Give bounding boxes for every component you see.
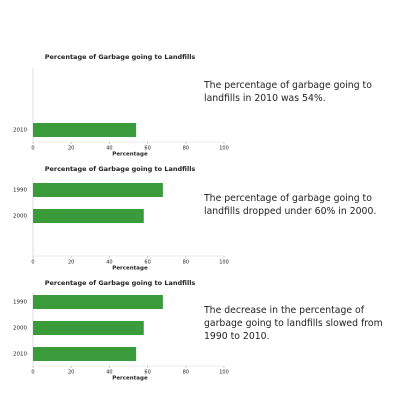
x-tick-label: 40 <box>106 260 112 266</box>
y-tick-label: 2000 <box>13 326 27 332</box>
y-tick-label: 2000 <box>13 214 27 220</box>
bar <box>33 183 163 197</box>
annotation: The decrease in the percentage of garbag… <box>204 305 383 342</box>
bar <box>33 123 137 137</box>
x-tick-label: 0 <box>31 260 34 266</box>
x-tick-label: 60 <box>144 146 150 152</box>
bar <box>33 347 137 361</box>
x-axis-label: Percentage <box>112 376 148 382</box>
x-tick-label: 100 <box>219 260 229 266</box>
bar <box>33 295 163 309</box>
x-tick-label: 20 <box>68 260 74 266</box>
x-tick-label: 80 <box>183 370 189 376</box>
bar <box>33 209 144 223</box>
x-tick-label: 100 <box>219 146 229 152</box>
x-tick-label: 80 <box>183 146 189 152</box>
y-tick-label: 2010 <box>13 128 27 134</box>
x-tick-label: 20 <box>68 146 74 152</box>
x-axis-label: Percentage <box>112 152 148 158</box>
chart-title: Percentage of Garbage going to Landfills <box>45 279 196 287</box>
x-tick-label: 80 <box>183 260 189 266</box>
x-tick-label: 100 <box>219 370 229 376</box>
annotation: The percentage of garbage going to landf… <box>204 80 372 104</box>
x-tick-label: 0 <box>31 146 34 152</box>
y-tick-label: 1990 <box>13 188 27 194</box>
x-tick-label: 40 <box>106 146 112 152</box>
x-tick-label: 60 <box>144 370 150 376</box>
y-tick-label: 1990 <box>13 300 27 306</box>
x-tick-label: 0 <box>31 370 34 376</box>
x-tick-label: 60 <box>144 260 150 266</box>
chart-title: Percentage of Garbage going to Landfills <box>45 53 196 61</box>
y-tick-label: 2010 <box>13 352 27 358</box>
x-axis-label: Percentage <box>112 266 148 272</box>
bar <box>33 321 144 335</box>
annotation: The percentage of garbage going to landf… <box>204 193 377 217</box>
chart-title: Percentage of Garbage going to Landfills <box>45 165 196 173</box>
x-tick-label: 20 <box>68 370 74 376</box>
x-tick-label: 40 <box>106 370 112 376</box>
